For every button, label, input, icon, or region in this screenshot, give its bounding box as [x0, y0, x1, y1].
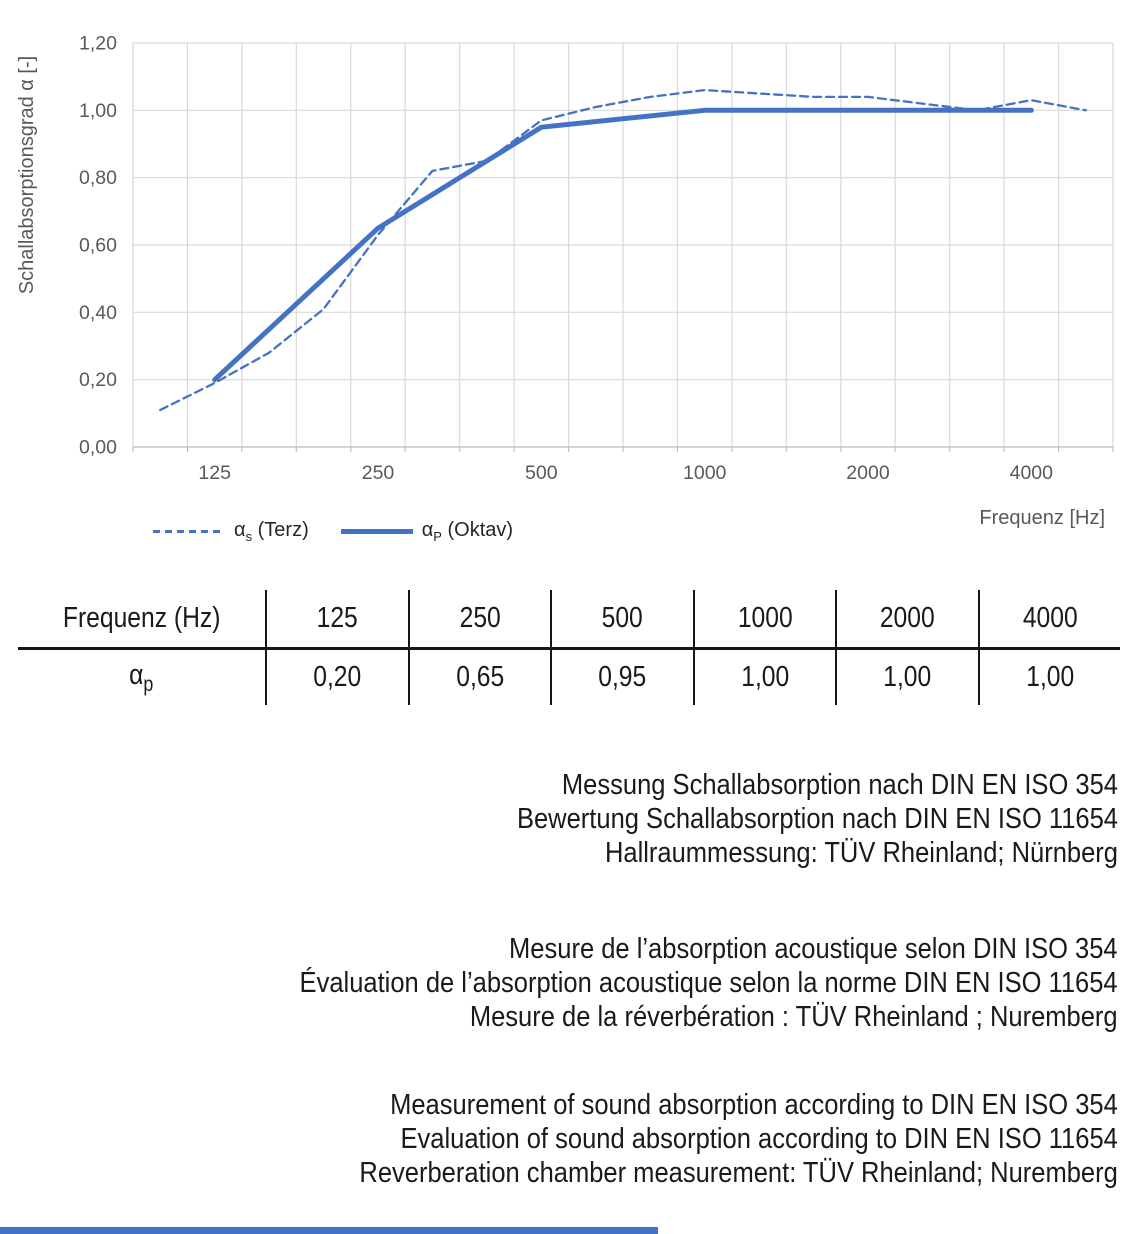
y-axis-title: Schallabsorptionsgrad α [-] [16, 56, 38, 294]
svg-text:0,20: 0,20 [79, 369, 117, 391]
legend-series-name: (Oktav) [441, 518, 514, 541]
svg-text:1,20: 1,20 [79, 33, 117, 55]
svg-text:1,00: 1,00 [79, 100, 117, 122]
svg-text:0,80: 0,80 [79, 167, 117, 189]
note-line-french: Mesure de la réverbération : TÜV Rheinla… [470, 1001, 1118, 1033]
svg-text:1000: 1000 [683, 462, 727, 484]
svg-text:0,40: 0,40 [79, 302, 117, 324]
table-header-cell: 2000 [835, 590, 977, 647]
note-line-german: Hallraummessung: TÜV Rheinland; Nürnberg [604, 837, 1118, 869]
table-value-cell: 1,00 [835, 650, 977, 705]
svg-text:125: 125 [198, 462, 231, 484]
notes-german: Messung Schallabsorption nach DIN EN ISO… [435, 768, 1118, 870]
series-alpha-p-oktav [212, 107, 1034, 383]
table-row-label-alpha-p: αp [18, 650, 265, 705]
legend-alpha-subscript: s [245, 528, 253, 544]
note-line-english: Evaluation of sound absorption according… [400, 1123, 1118, 1155]
svg-text:500: 500 [525, 462, 558, 484]
table-header-cell: 1000 [692, 590, 835, 647]
alpha-subscript: p [143, 672, 154, 696]
legend-alpha-symbol: α [234, 518, 246, 541]
table-header-cell: 250 [407, 590, 550, 647]
note-line-german: Bewertung Schallabsorption nach DIN EN I… [516, 803, 1118, 835]
table-header-cell: 4000 [977, 590, 1120, 647]
series-alpha-s-terz [159, 88, 1087, 412]
legend-item-alpha-s: αs (Terz) [153, 519, 309, 544]
notes-french: Mesure de l’absorption acoustique selon … [188, 932, 1118, 1034]
legend-item-alpha-p: αP (Oktav) [340, 519, 513, 544]
svg-text:4000: 4000 [1010, 462, 1054, 484]
table-value-cell: 0,65 [407, 650, 550, 705]
y-axis-labels: 0,00 0,20 0,40 0,60 0,80 1,00 1,20 [79, 33, 117, 459]
table-value-row: αp 0,20 0,65 0,95 1,00 1,00 1,00 [18, 650, 1120, 705]
note-line-german: Messung Schallabsorption nach DIN EN ISO… [561, 769, 1118, 801]
table-value-cell: 0,95 [550, 650, 692, 705]
x-axis-title: Frequenz [Hz] [979, 507, 1105, 529]
absorption-line-chart: 0,00 0,20 0,40 0,60 0,80 1,00 1,20 125 250 500 100… [16, 33, 1114, 484]
brand-accent-bar [0, 1227, 658, 1234]
note-line-french: Mesure de l’absorption acoustique selon … [509, 933, 1118, 965]
chart-legend: αs (Terz) αP (Oktav) [153, 515, 513, 547]
table-header-row: Frequenz (Hz) 125 250 500 1000 2000 4000 [18, 590, 1120, 650]
svg-text:0,60: 0,60 [79, 235, 117, 257]
legend-alpha-symbol: α [421, 518, 434, 541]
solid-line-sample [340, 528, 413, 534]
legend-label-alpha-s: αs (Terz) [234, 519, 309, 544]
notes-english: Measurement of sound absorption accordin… [256, 1088, 1118, 1190]
legend-series-name: (Terz) [252, 518, 309, 541]
svg-text:0,00: 0,00 [79, 437, 117, 459]
dashed-line-sample [153, 529, 225, 533]
note-line-french: Évaluation de l’absorption acoustique se… [299, 967, 1118, 999]
note-line-english: Measurement of sound absorption accordin… [390, 1089, 1118, 1121]
table-value-cell: 1,00 [977, 650, 1120, 705]
svg-text:250: 250 [362, 462, 395, 484]
legend-alpha-subscript: P [433, 528, 442, 544]
alpha-symbol: α [129, 658, 144, 691]
x-axis-labels: 125 250 500 1000 2000 4000 [198, 462, 1053, 484]
table-value-cell: 0,20 [265, 650, 407, 705]
table-value-cell: 1,00 [692, 650, 835, 705]
table-header-cell: 500 [550, 590, 692, 647]
absorption-table: Frequenz (Hz) 125 250 500 1000 2000 4000… [18, 590, 1120, 705]
table-header-cell: 125 [265, 590, 407, 647]
svg-text:2000: 2000 [846, 462, 890, 484]
note-line-english: Reverberation chamber measurement: TÜV R… [359, 1157, 1118, 1189]
legend-label-alpha-p: αP (Oktav) [422, 519, 513, 544]
gridlines [132, 42, 1114, 452]
table-header-frequency: Frequenz (Hz) [62, 602, 221, 634]
